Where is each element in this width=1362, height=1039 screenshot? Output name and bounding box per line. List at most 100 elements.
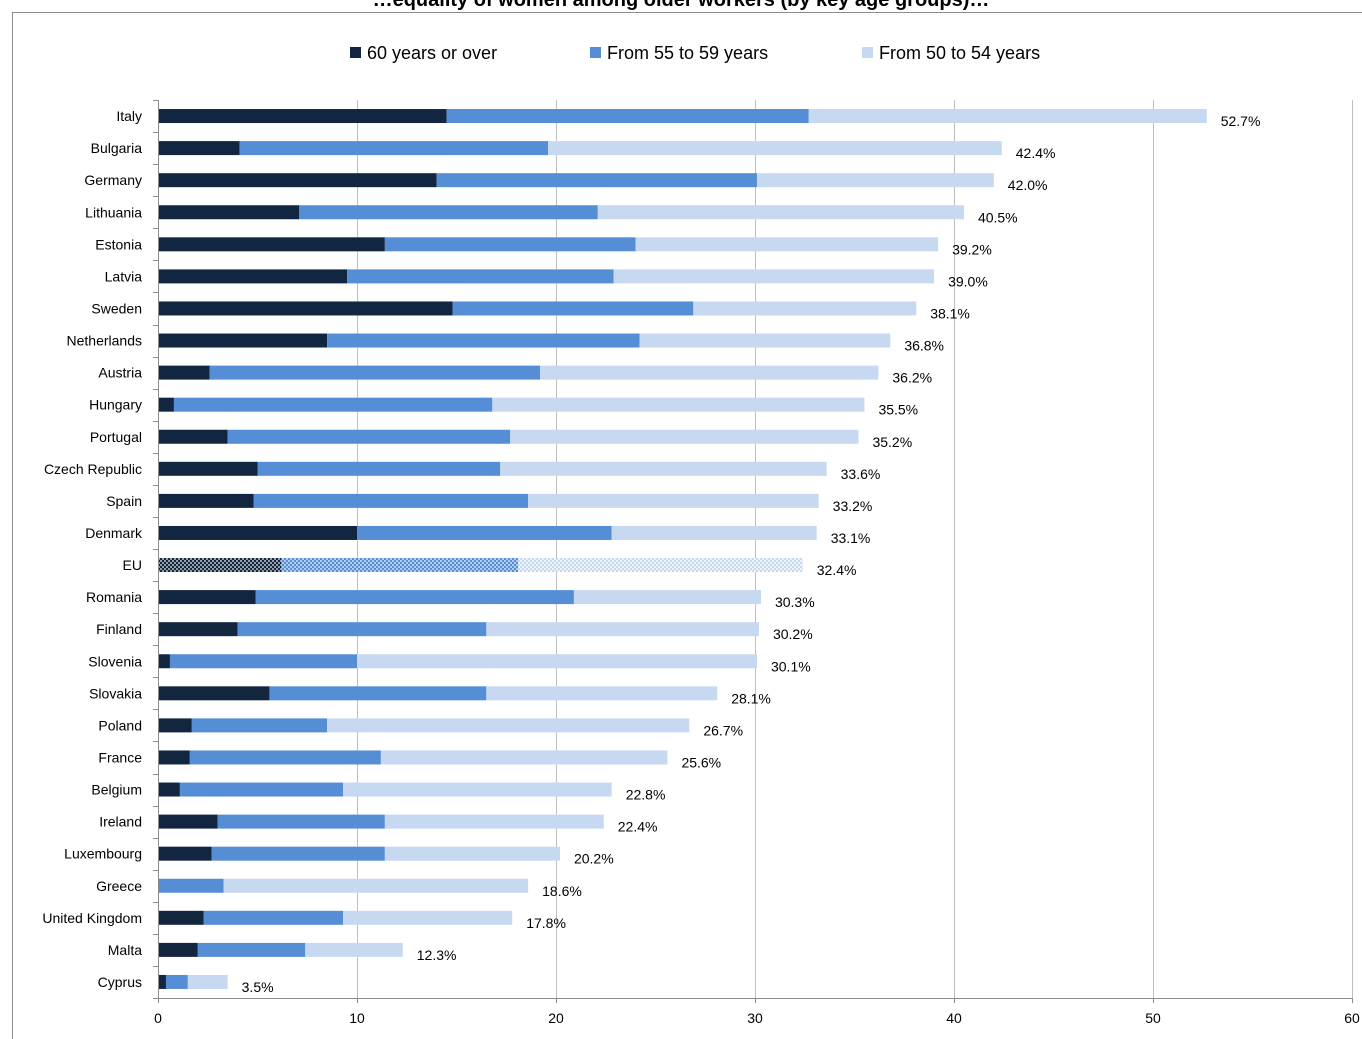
bar-segment [158,686,270,701]
bar-segment [211,846,385,861]
category-label: Cyprus [98,974,142,990]
bar-segment [203,910,344,925]
data-label: 18.6% [542,883,582,899]
bar-segment [158,846,212,861]
bar-segment [158,750,190,765]
bar-segment [158,301,453,316]
category-label: Czech Republic [44,461,142,477]
data-label: 33.1% [831,530,871,546]
bar-segment [158,525,357,540]
category-label: Slovenia [88,653,142,669]
category-label: Denmark [85,525,143,541]
bar-segment [197,942,306,957]
legend-label: 60 years or over [367,43,497,63]
bar-segment [357,525,612,540]
bar-segment [756,173,994,188]
bar-segment [158,333,328,348]
bar-segment [158,590,256,605]
bar-segment [158,814,218,829]
bar-segment [217,814,385,829]
bar-segment [158,269,348,284]
x-tick-label: 40 [946,1010,962,1026]
bar-segment [158,622,238,637]
bar-segment [510,429,859,444]
bar-segment [239,141,549,156]
bar-segment [189,750,381,765]
data-label: 22.8% [626,787,666,803]
data-label: 22.4% [618,819,658,835]
bar-segment [253,493,529,508]
bar-segment [281,558,519,573]
bar-segment [269,686,487,701]
bar-segment [635,237,939,252]
legend-label: From 50 to 54 years [879,43,1040,63]
data-label: 30.1% [771,658,811,674]
data-label: 30.2% [773,626,813,642]
data-label: 38.1% [930,305,970,321]
data-label: 25.6% [681,754,721,770]
x-tick-label: 30 [747,1010,763,1026]
category-label: Lithuania [85,204,142,220]
bar-segment [158,654,170,669]
data-label: 39.2% [952,241,992,257]
data-label: 30.3% [775,594,815,610]
data-label: 35.5% [878,402,918,418]
category-label: Estonia [95,236,142,252]
bar-segment [158,942,198,957]
bar-segment [179,782,344,797]
bar-segment [158,109,447,124]
bar-segment [158,878,224,893]
category-label: Latvia [105,268,143,284]
bar-segment [165,974,188,989]
bar-segment [500,461,827,476]
category-label: Spain [106,493,142,509]
bar-segment [158,782,180,797]
bar-segment [573,590,761,605]
legend-swatch [350,47,361,58]
bar-segment [158,718,192,733]
data-label: 26.7% [703,722,743,738]
bar-segment [486,622,759,637]
bar-segment [380,750,668,765]
bar-segment [158,974,166,989]
bar-segment [548,141,1002,156]
bar-segment [343,910,513,925]
bar-segment [191,718,328,733]
category-label: EU [123,557,142,573]
bar-segment [343,782,612,797]
bar-segment [613,269,935,284]
data-label: 42.4% [1016,145,1056,161]
chart-title: …equality of women among older workers (… [373,0,990,11]
bar-segment [518,558,803,573]
bar-segment [486,686,718,701]
category-label: Sweden [91,300,142,316]
bar-segment [347,269,614,284]
category-label: United Kingdom [42,910,142,926]
data-label: 28.1% [731,690,771,706]
bar-segment [158,205,300,220]
data-label: 35.2% [872,434,912,450]
bar-segment [299,205,598,220]
x-tick-label: 50 [1145,1010,1161,1026]
bar-segment [158,365,210,380]
bar-segment [255,590,574,605]
category-label: Greece [96,878,142,894]
bar-segment [173,397,493,412]
bar-segment [158,173,437,188]
category-label: Netherlands [67,333,143,349]
bar-segment [452,301,694,316]
bar-segment [436,173,757,188]
data-label: 36.2% [892,370,932,386]
x-tick-label: 0 [154,1010,162,1026]
category-label: Hungary [89,397,142,413]
data-label: 42.0% [1008,177,1048,193]
bar-segment [158,141,240,156]
bar-segment [158,910,204,925]
bar-segment [357,654,757,669]
category-label: Portugal [90,429,142,445]
category-label: France [98,749,142,765]
data-label: 17.8% [526,915,566,931]
bar-segment [540,365,879,380]
